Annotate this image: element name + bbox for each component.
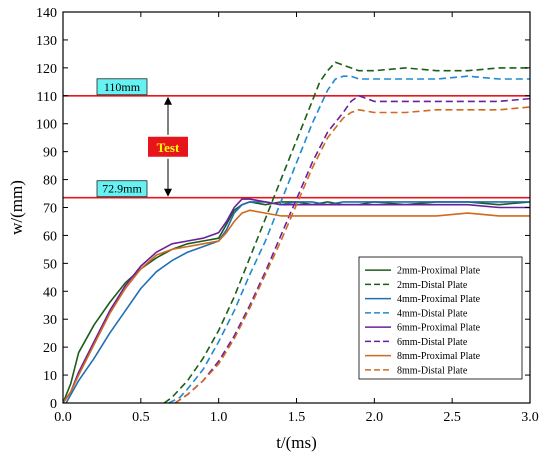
x-tick-label: 0.0 bbox=[54, 410, 72, 425]
series-lines bbox=[62, 61, 531, 404]
test-label: Test bbox=[157, 140, 180, 155]
x-tick-label: 1.0 bbox=[210, 410, 228, 425]
series-line-5 bbox=[174, 95, 531, 404]
x-tick-label: 2.5 bbox=[443, 410, 461, 425]
y-tick-label: 20 bbox=[43, 341, 57, 356]
legend-label-7: 8mm-Distal Plate bbox=[397, 365, 468, 376]
ref-label-text-1: 72.9mm bbox=[102, 182, 142, 196]
legend-label-4: 6mm-Proximal Plate bbox=[397, 323, 481, 334]
x-tick-label: 3.0 bbox=[521, 410, 539, 425]
legend-label-5: 6mm-Distal Plate bbox=[397, 337, 468, 348]
y-tick-label: 50 bbox=[43, 257, 57, 272]
y-tick-label: 120 bbox=[36, 62, 57, 77]
ref-label-box-1 bbox=[96, 180, 148, 198]
series-line-6 bbox=[62, 209, 530, 404]
legend-label-3: 4mm-Distal Plate bbox=[397, 308, 468, 319]
arrow-down-head bbox=[164, 188, 172, 197]
legend-label-6: 8mm-Proximal Plate bbox=[397, 351, 481, 362]
legend-box bbox=[358, 256, 523, 380]
ref-label-text-0: 110mm bbox=[104, 80, 141, 94]
y-tick-label: 110 bbox=[37, 90, 57, 105]
arrow-up-head bbox=[164, 96, 172, 105]
y-tick-label: 60 bbox=[43, 229, 57, 244]
y-tick-label: 70 bbox=[43, 202, 57, 217]
axes: 0.0 0.5 1.0 1.5 2.0 2.5 3.0 0 10 20 30 40 50 60 70 80 90… bbox=[36, 6, 539, 425]
y-tick-label: 10 bbox=[43, 369, 57, 384]
y-tick-label: 140 bbox=[36, 6, 57, 21]
ref-label-box-0 bbox=[96, 78, 148, 96]
y-tick-label: 80 bbox=[43, 174, 57, 189]
y-tick-label: 130 bbox=[36, 34, 57, 49]
series-line-7 bbox=[174, 106, 531, 404]
legend-label-2: 4mm-Proximal Plate bbox=[397, 294, 481, 305]
y-tick-label: 100 bbox=[36, 118, 57, 133]
y-tick-label: 0 bbox=[50, 397, 57, 412]
x-axis-title: t/(ms) bbox=[276, 433, 317, 452]
y-tick-label: 30 bbox=[43, 313, 57, 328]
legend: 2mm-Proximal Plate 2mm-Distal Plate 4mm-Pr… bbox=[358, 256, 523, 380]
legend-label-0: 2mm-Proximal Plate bbox=[397, 266, 481, 277]
series-line-4 bbox=[62, 198, 530, 404]
y-tick-label: 40 bbox=[43, 285, 57, 300]
test-box bbox=[148, 136, 188, 157]
x-tick-label: 0.5 bbox=[132, 410, 150, 425]
y-tick-label: 90 bbox=[43, 146, 57, 161]
series-line-3 bbox=[168, 75, 530, 404]
x-tick-label: 2.0 bbox=[366, 410, 384, 425]
y-axis-title: w/(mm) bbox=[7, 180, 26, 235]
x-tick-label: 1.5 bbox=[288, 410, 306, 425]
annotations: 110mm 72.9mm Test bbox=[96, 78, 188, 198]
series-line-2 bbox=[65, 201, 530, 404]
legend-label-1: 2mm-Distal Plate bbox=[397, 280, 468, 291]
series-line-1 bbox=[163, 61, 530, 404]
